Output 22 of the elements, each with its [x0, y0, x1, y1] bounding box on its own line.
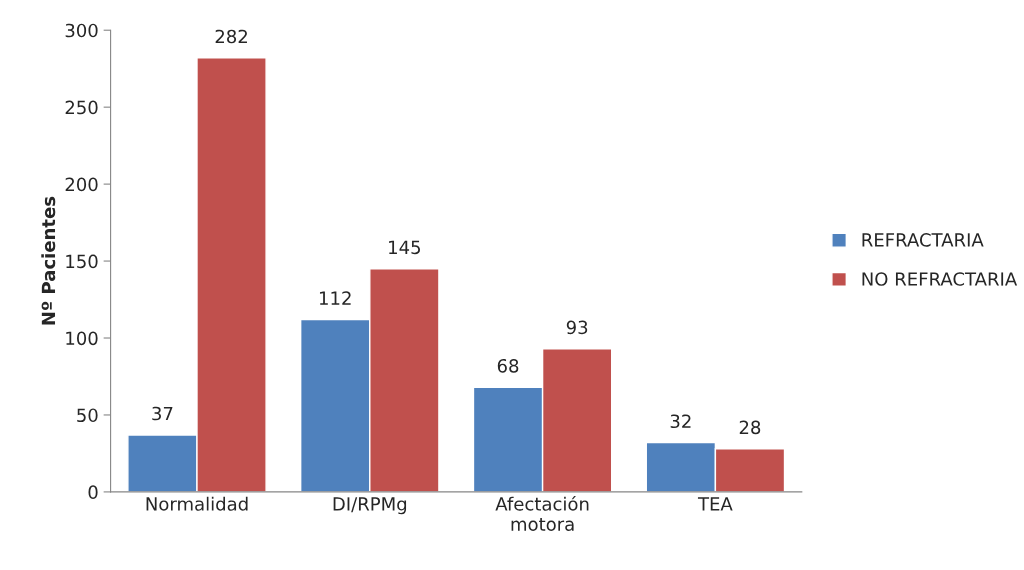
y-tick-label: 300 [65, 23, 98, 38]
data-label: 28 [739, 420, 761, 435]
y-tick-label: 50 [77, 408, 98, 423]
legend-label: REFRACTARIA [862, 233, 984, 247]
y-tick-label: 200 [65, 177, 98, 192]
x-tick-label: TEA [697, 497, 733, 511]
data-label: 282 [215, 29, 247, 44]
legend-label: NO REFRACTARIA [862, 272, 1018, 286]
data-label: 37 [152, 406, 173, 421]
y-axis-title: Nº Pacientes [41, 196, 56, 325]
y-tick-label: 150 [66, 254, 98, 269]
x-tick-label: Afectación motora [495, 496, 589, 531]
data-label: 68 [497, 358, 519, 373]
x-tick-label: DI/RPMg [333, 497, 407, 515]
y-tick-label: 100 [66, 331, 98, 346]
x-tick-label: Normalidad [146, 496, 248, 511]
data-label: 145 [389, 240, 421, 255]
data-label: 32 [670, 414, 691, 429]
y-tick-label: 0 [88, 485, 98, 500]
y-tick-label: 250 [65, 100, 98, 115]
data-label: 93 [566, 320, 588, 335]
data-label: 112 [319, 291, 351, 305]
